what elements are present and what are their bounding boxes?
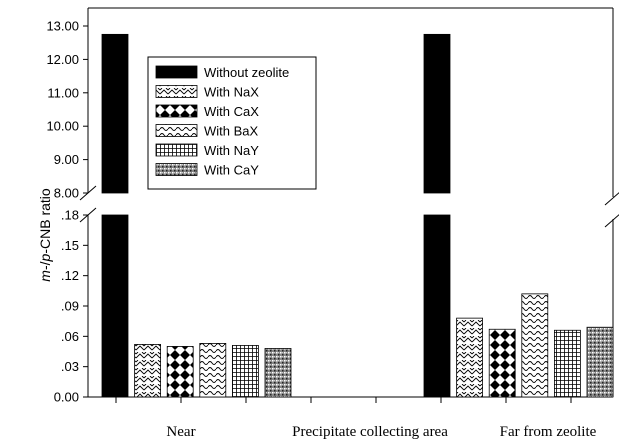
ylabel-part-1: m [37, 270, 53, 282]
bar-without-zeolite-lower-0 [101, 214, 129, 398]
plot-area: 0.00 .03 .06 .09 .12 .15 .18 8.00 9.00 10.00 11.00… [46, 7, 619, 440]
y-tick-label-upper: 13.00 [46, 19, 79, 34]
legend-swatch [155, 104, 198, 118]
legend-label: With CaX [204, 104, 259, 119]
bar-without-zeolite-upper-2 [423, 33, 451, 194]
bar-with-nax-2 [456, 317, 484, 398]
legend-label: With CaY [204, 163, 259, 178]
x-category-label: Near [166, 424, 195, 440]
axis-break-mark-right-upper [604, 192, 619, 206]
x-category-label: Precipitate collecting area [292, 424, 448, 440]
bar-with-cay-0 [264, 348, 292, 398]
legend-label: With NaX [204, 85, 259, 100]
y-tick-label-lower: .06 [61, 329, 79, 344]
y-tick-label-lower: .12 [61, 268, 79, 283]
bar-with-bax-0 [199, 343, 227, 398]
y-tick-label-lower: .03 [61, 359, 79, 374]
legend-swatch [155, 143, 198, 157]
y-tick-label-lower: 0.00 [54, 390, 79, 405]
bar-without-zeolite-lower-2 [423, 214, 451, 398]
legend-swatch [155, 65, 198, 79]
bar-with-nay-0 [231, 345, 259, 398]
legend-swatch [155, 163, 198, 176]
bar-with-nax-0 [134, 344, 162, 398]
y-tick-label-lower: .15 [61, 238, 79, 253]
y-tick-label-lower: .18 [61, 208, 79, 223]
y-tick-label-upper: 12.00 [46, 52, 79, 67]
y-tick-label-upper: 9.00 [54, 152, 79, 167]
bar-with-cay-2 [586, 326, 614, 398]
legend-label: With BaX [204, 124, 259, 139]
ylabel-part-3: p [37, 253, 53, 262]
y-tick-label-upper: 8.00 [54, 186, 79, 201]
legend: Without zeolite With NaX With CaX With BaX W… [147, 56, 317, 190]
x-category-label: Far from zeolite [500, 424, 597, 440]
ylabel-part-2: -/ [37, 261, 53, 270]
legend-label: Without zeolite [204, 65, 289, 80]
ylabel-part-4: -CNB ratio [37, 188, 53, 254]
y-tick-label-upper: 11.00 [47, 85, 79, 100]
legend-swatch [155, 124, 198, 137]
axis-break-mark-right-lower [604, 214, 619, 228]
y-tick-label-upper: 10.00 [46, 119, 79, 134]
legend-label: With NaY [204, 143, 259, 158]
bar-with-cax-2 [488, 328, 516, 398]
legend-swatch [155, 85, 198, 98]
bar-with-bax-2 [521, 293, 549, 398]
bar-without-zeolite-upper-0 [101, 33, 129, 194]
y-tick-label-lower: .09 [61, 299, 79, 314]
bar-with-cax-0 [166, 346, 194, 398]
bar-with-nay-2 [554, 329, 581, 398]
y-axis-label: m-/p-CNB ratio [37, 188, 53, 282]
